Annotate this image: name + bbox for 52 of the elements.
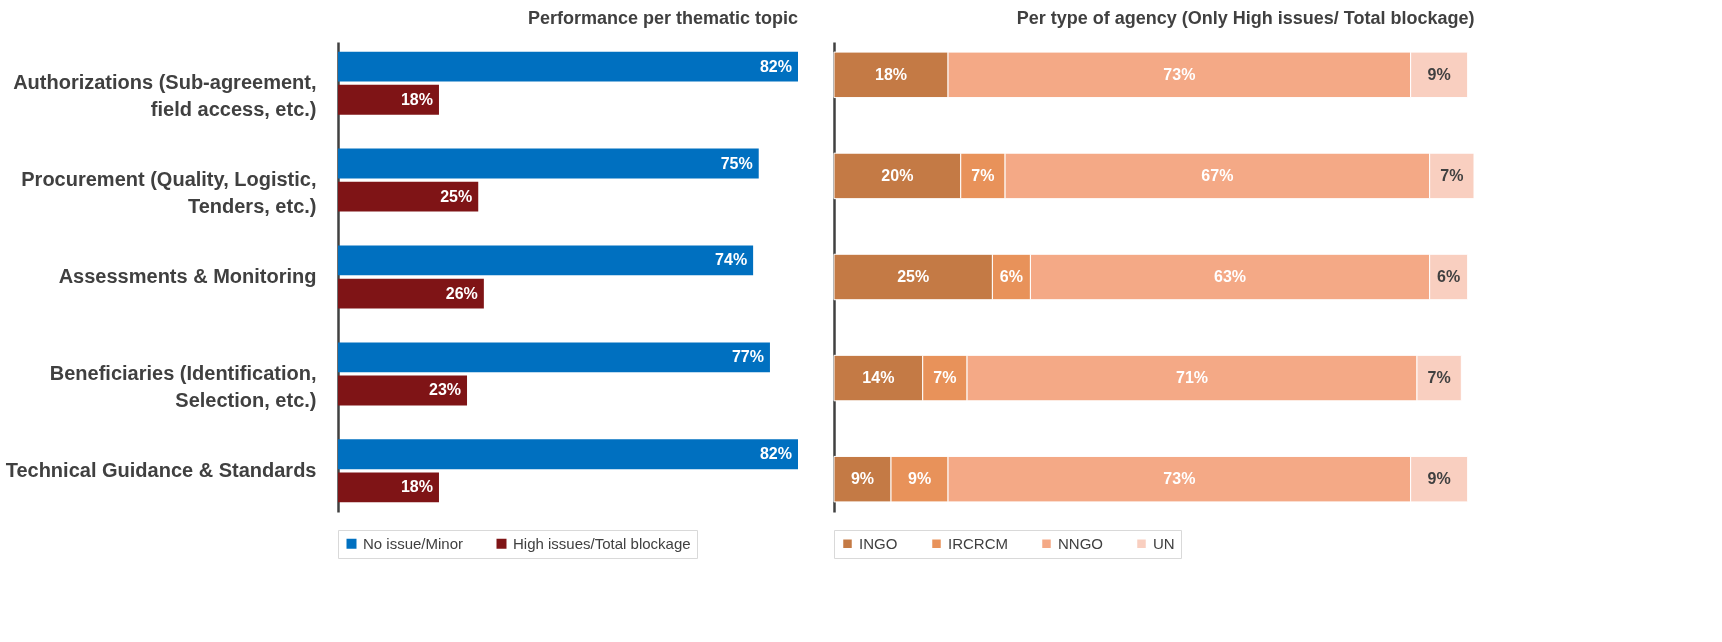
data-label: 75% [720, 154, 753, 172]
bar [338, 439, 798, 470]
bar [338, 245, 754, 276]
data-label: 82% [759, 445, 792, 463]
y-tick-label: Authorizations (Sub-agreement, field access, etc.) [13, 71, 317, 121]
data-label: 7% [971, 166, 995, 184]
data-label: 25% [897, 268, 930, 285]
legend-label: INGO [859, 534, 898, 552]
chart-title: Per type of agency (Only High issues/ Total blockage) [1016, 8, 1475, 28]
bar [338, 84, 439, 115]
data-label: 9% [1427, 65, 1451, 83]
y-tick-label: Procurement (Quality, Logistic, Tenders, etc.) [21, 168, 317, 218]
data-label: 9% [1427, 470, 1451, 488]
data-label: 6% [1437, 268, 1461, 285]
data-label: 26% [445, 284, 478, 302]
data-label: 7% [933, 369, 957, 387]
data-label: 82% [759, 57, 792, 75]
data-label: 67% [1201, 166, 1234, 184]
bar [338, 342, 770, 373]
data-label: 77% [731, 348, 764, 366]
data-label: 9% [850, 470, 875, 488]
data-label: 74% [715, 251, 748, 269]
bar [338, 181, 479, 212]
y-tick-label: Technical Guidance & Standards [5, 458, 317, 481]
data-label: 73% [1163, 65, 1196, 83]
data-label: 18% [400, 478, 433, 496]
data-label: 18% [875, 65, 908, 83]
bar [338, 148, 759, 179]
data-label: 6% [999, 268, 1023, 285]
data-label: 7% [1440, 166, 1464, 184]
data-label: 71% [1176, 369, 1209, 387]
legend-label: High issues/Total blockage [513, 534, 691, 552]
y-tick-label: Beneficiaries (Identification, Selection, etc.) [49, 361, 317, 411]
data-label: 20% [881, 166, 914, 184]
data-label: 73% [1163, 470, 1196, 488]
data-label: 9% [907, 470, 932, 488]
data-label: 25% [440, 187, 473, 205]
data-label: 23% [428, 381, 462, 399]
y-tick-label: Assessments & Monitoring [58, 265, 317, 287]
legend-label: NNGO [1058, 534, 1103, 552]
bar [338, 375, 468, 406]
data-label: 63% [1214, 268, 1247, 285]
bar [338, 51, 798, 82]
legend-label: UN [1153, 534, 1175, 552]
data-label: 14% [862, 369, 895, 387]
data-label: 7% [1427, 369, 1451, 387]
bar [338, 278, 484, 309]
chart-title: Performance per thematic topic [527, 8, 798, 28]
data-label: 18% [400, 90, 433, 108]
legend-label: IRCRCM [948, 534, 1008, 552]
legend-label: No issue/Minor [363, 534, 464, 552]
bar [338, 472, 439, 503]
